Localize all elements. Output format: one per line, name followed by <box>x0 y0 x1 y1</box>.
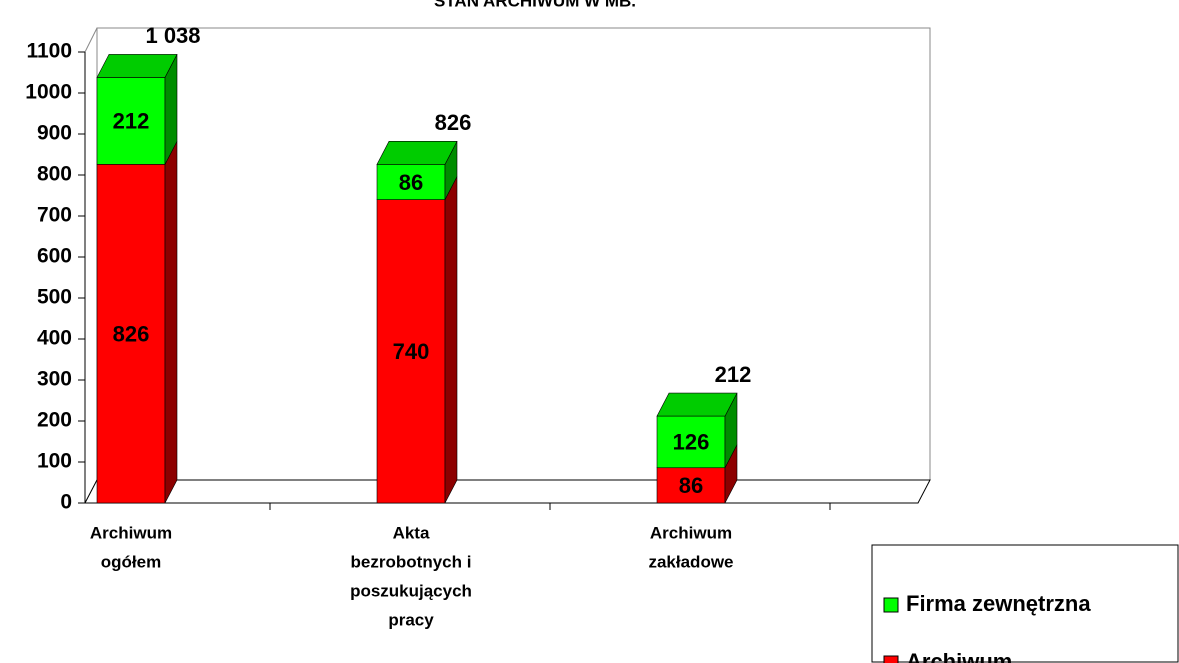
legend-label: Archiwum <box>906 649 1012 663</box>
data-label: 126 <box>673 430 710 455</box>
bar-side <box>164 141 178 504</box>
total-label: 212 <box>715 362 752 387</box>
back-wall <box>96 27 931 481</box>
left-wall <box>84 27 98 504</box>
legend-swatch <box>883 597 899 613</box>
bar-segment <box>96 77 166 165</box>
x-tick-label: poszukujących <box>350 581 472 600</box>
x-tick-label: Archiwum <box>650 523 732 542</box>
y-tick-label: 100 <box>37 450 72 473</box>
bar-top <box>96 54 178 78</box>
chart-title: STAN ARCHIWUM W MB. <box>434 0 636 10</box>
x-tick-label: pracy <box>388 610 434 629</box>
y-tick-label: 200 <box>37 409 72 432</box>
total-label: 1 038 <box>145 23 200 48</box>
floor <box>84 479 931 504</box>
y-tick-label: 1100 <box>26 40 72 63</box>
legend-label: Firma zewnętrzna <box>906 591 1091 616</box>
x-tick-label: zakładowe <box>648 552 733 571</box>
bar-segment <box>656 415 726 469</box>
y-tick-label: 300 <box>37 368 72 391</box>
y-tick-label: 700 <box>37 204 72 227</box>
x-tick-label: ogółem <box>101 552 161 571</box>
legend <box>871 544 1179 663</box>
y-tick-label: 600 <box>37 245 72 268</box>
y-tick-label: 1000 <box>25 81 72 104</box>
y-tick-label: 400 <box>37 327 72 350</box>
y-tick-label: 800 <box>37 163 72 186</box>
legend-swatch <box>883 655 899 663</box>
x-tick-label: Akta <box>393 523 430 542</box>
y-tick-label: 500 <box>37 286 72 309</box>
data-label: 826 <box>113 321 150 346</box>
bar-side <box>444 176 458 504</box>
y-tick-label: 0 <box>60 491 72 514</box>
bar-top <box>656 392 738 417</box>
bar-segment <box>376 164 446 200</box>
data-label: 740 <box>393 339 430 364</box>
bar-top <box>376 141 458 165</box>
x-tick-label: Archiwum <box>90 523 172 542</box>
bar-segment <box>376 199 446 504</box>
bar-segment <box>96 164 166 504</box>
data-label: 86 <box>679 473 703 498</box>
y-tick-label: 900 <box>37 122 72 145</box>
data-label: 86 <box>399 170 423 195</box>
x-tick-label: bezrobotnych i <box>351 552 472 571</box>
data-label: 212 <box>113 109 150 134</box>
total-label: 826 <box>435 110 472 135</box>
